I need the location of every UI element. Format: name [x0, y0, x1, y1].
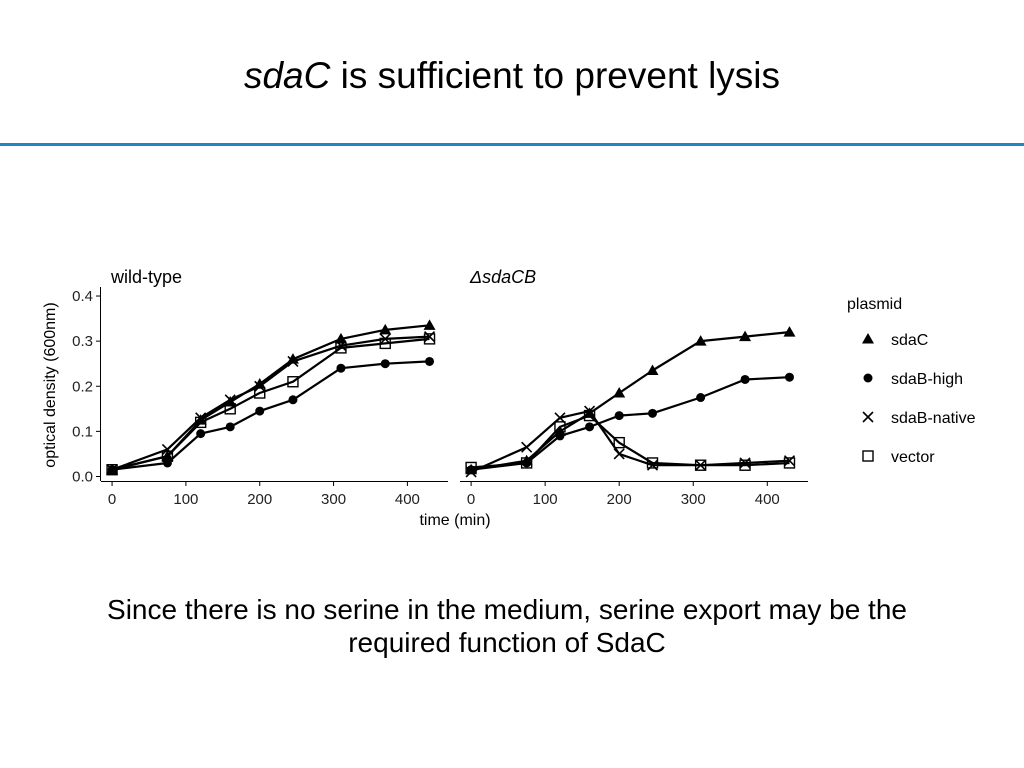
series-sdab-native [465, 405, 796, 478]
title-text: is sufficient to prevent lysis [330, 55, 781, 96]
panel-title: ΔsdaCB [469, 267, 536, 287]
square-marker [646, 457, 659, 469]
square-marker [161, 450, 174, 462]
circle-marker [380, 359, 390, 369]
series-vector [106, 333, 436, 476]
triangle-marker [379, 323, 392, 335]
triangle-marker [694, 335, 707, 346]
x-tick-label: 0 [108, 491, 116, 508]
triangle-marker [253, 378, 266, 389]
legend-label: sdaC [891, 332, 928, 349]
caption-line-1: Since there is no serine in the medium, … [107, 594, 907, 625]
square-marker [335, 342, 347, 354]
series-sdab-native [106, 331, 436, 476]
y-tick-label: 0.2 [72, 378, 93, 395]
legend-cross-icon [862, 411, 874, 423]
x-tick-label: 200 [247, 491, 272, 508]
legend-label: vector [891, 449, 935, 466]
legend-label: sdaB-native [891, 410, 976, 427]
y-tick-label: 0.1 [72, 423, 93, 440]
caption-line-2: required function of SdaC [348, 627, 666, 658]
circle-marker [784, 372, 794, 382]
circle-marker [555, 431, 565, 441]
legend-triangle-icon [862, 333, 874, 344]
x-tick-label: 200 [607, 491, 632, 508]
series-line [111, 324, 430, 471]
circle-marker [225, 422, 235, 432]
legend: plasmid sdaC sdaB-high sdaB-native vector [847, 296, 976, 466]
panel-delta-sdacb: ΔsdaCB 0 100 200 300 400 [460, 267, 808, 508]
series-line [111, 335, 430, 471]
square-marker [379, 337, 391, 350]
square-marker [554, 421, 566, 433]
triangle-marker [646, 364, 659, 375]
circle-marker [255, 406, 265, 416]
x-tick-label: 300 [681, 491, 706, 508]
panel-wild-type: wild-type 0 100 200 300 400 0.0 0.1 0.2 0.3 0.4 [72, 267, 448, 508]
y-tick-label: 0.4 [72, 288, 93, 305]
cross-marker [287, 355, 299, 368]
slide-caption: Since there is no serine in the medium, … [40, 593, 974, 659]
title-gene-name: sdaC [243, 55, 331, 96]
cross-marker [254, 380, 266, 392]
cross-marker [613, 448, 625, 460]
circle-marker [585, 422, 595, 432]
square-marker [694, 459, 707, 471]
square-marker [783, 457, 796, 469]
circle-marker [162, 458, 172, 468]
square-marker [613, 436, 625, 449]
square-marker [465, 461, 477, 474]
triangle-marker [783, 326, 796, 337]
square-marker [583, 409, 596, 422]
x-tick-label: 400 [755, 491, 780, 508]
circle-marker [648, 408, 658, 418]
y-tick-label: 0.0 [72, 468, 93, 485]
cross-marker [106, 464, 118, 476]
x-tick-label: 300 [321, 491, 346, 508]
panel-title: wild-type [110, 267, 182, 287]
triangle-marker [334, 332, 347, 344]
slide-title: sdaC is sufficient to prevent lysis [0, 52, 1024, 100]
legend-title: plasmid [847, 296, 902, 313]
square-marker [739, 459, 751, 471]
x-tick-label: 400 [395, 491, 420, 508]
legend-label: sdaB-high [891, 371, 963, 388]
y-tick-label: 0.3 [72, 333, 93, 350]
series-vector [465, 409, 796, 474]
legend-square-icon [862, 450, 874, 462]
x-axis-label: time (min) [419, 512, 490, 529]
series-line [111, 337, 430, 471]
title-divider [0, 143, 1024, 146]
series-line [470, 376, 790, 471]
circle-marker [196, 429, 206, 439]
square-marker [106, 464, 118, 476]
triangle-marker [739, 330, 752, 342]
square-marker [287, 376, 299, 388]
circle-marker [740, 374, 750, 384]
square-marker [254, 387, 266, 399]
series-line [471, 414, 790, 469]
x-tick-label: 100 [533, 491, 558, 508]
circle-marker [696, 393, 706, 403]
triangle-marker [613, 387, 626, 398]
y-axis-label: optical density (600nm) [42, 302, 59, 467]
circle-marker [614, 411, 624, 421]
cross-marker [521, 441, 533, 453]
series-sdab-high [466, 372, 794, 475]
legend-circle-icon [863, 373, 873, 383]
square-marker [520, 457, 533, 469]
x-tick-label: 100 [173, 491, 198, 508]
circle-marker [425, 356, 435, 366]
square-marker [224, 403, 236, 415]
circle-marker [336, 363, 346, 373]
x-tick-label: 0 [467, 491, 475, 508]
square-marker [423, 333, 436, 345]
triangle-marker [423, 319, 436, 330]
square-marker [194, 416, 207, 429]
circle-marker [288, 395, 298, 405]
